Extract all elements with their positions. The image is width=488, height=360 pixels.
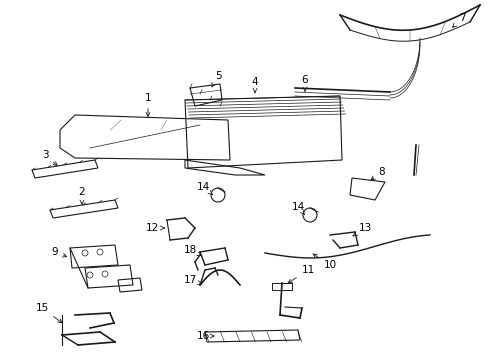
Text: 6: 6 bbox=[301, 75, 307, 91]
Text: 3: 3 bbox=[41, 150, 57, 166]
Text: 4: 4 bbox=[251, 77, 258, 93]
Text: 9: 9 bbox=[52, 247, 66, 257]
Text: 13: 13 bbox=[352, 223, 371, 236]
Text: 1: 1 bbox=[144, 93, 151, 116]
Text: 8: 8 bbox=[370, 167, 385, 180]
Text: 10: 10 bbox=[312, 254, 336, 270]
Text: 16: 16 bbox=[196, 331, 214, 341]
Text: 2: 2 bbox=[79, 187, 85, 204]
Text: 14: 14 bbox=[196, 182, 212, 195]
Text: 5: 5 bbox=[211, 71, 221, 87]
Text: 11: 11 bbox=[287, 265, 314, 283]
Text: 12: 12 bbox=[145, 223, 164, 233]
Text: 18: 18 bbox=[183, 245, 202, 256]
Text: 15: 15 bbox=[35, 303, 62, 323]
Text: 17: 17 bbox=[183, 275, 202, 285]
Text: 7: 7 bbox=[452, 13, 465, 27]
Text: 14: 14 bbox=[291, 202, 304, 215]
